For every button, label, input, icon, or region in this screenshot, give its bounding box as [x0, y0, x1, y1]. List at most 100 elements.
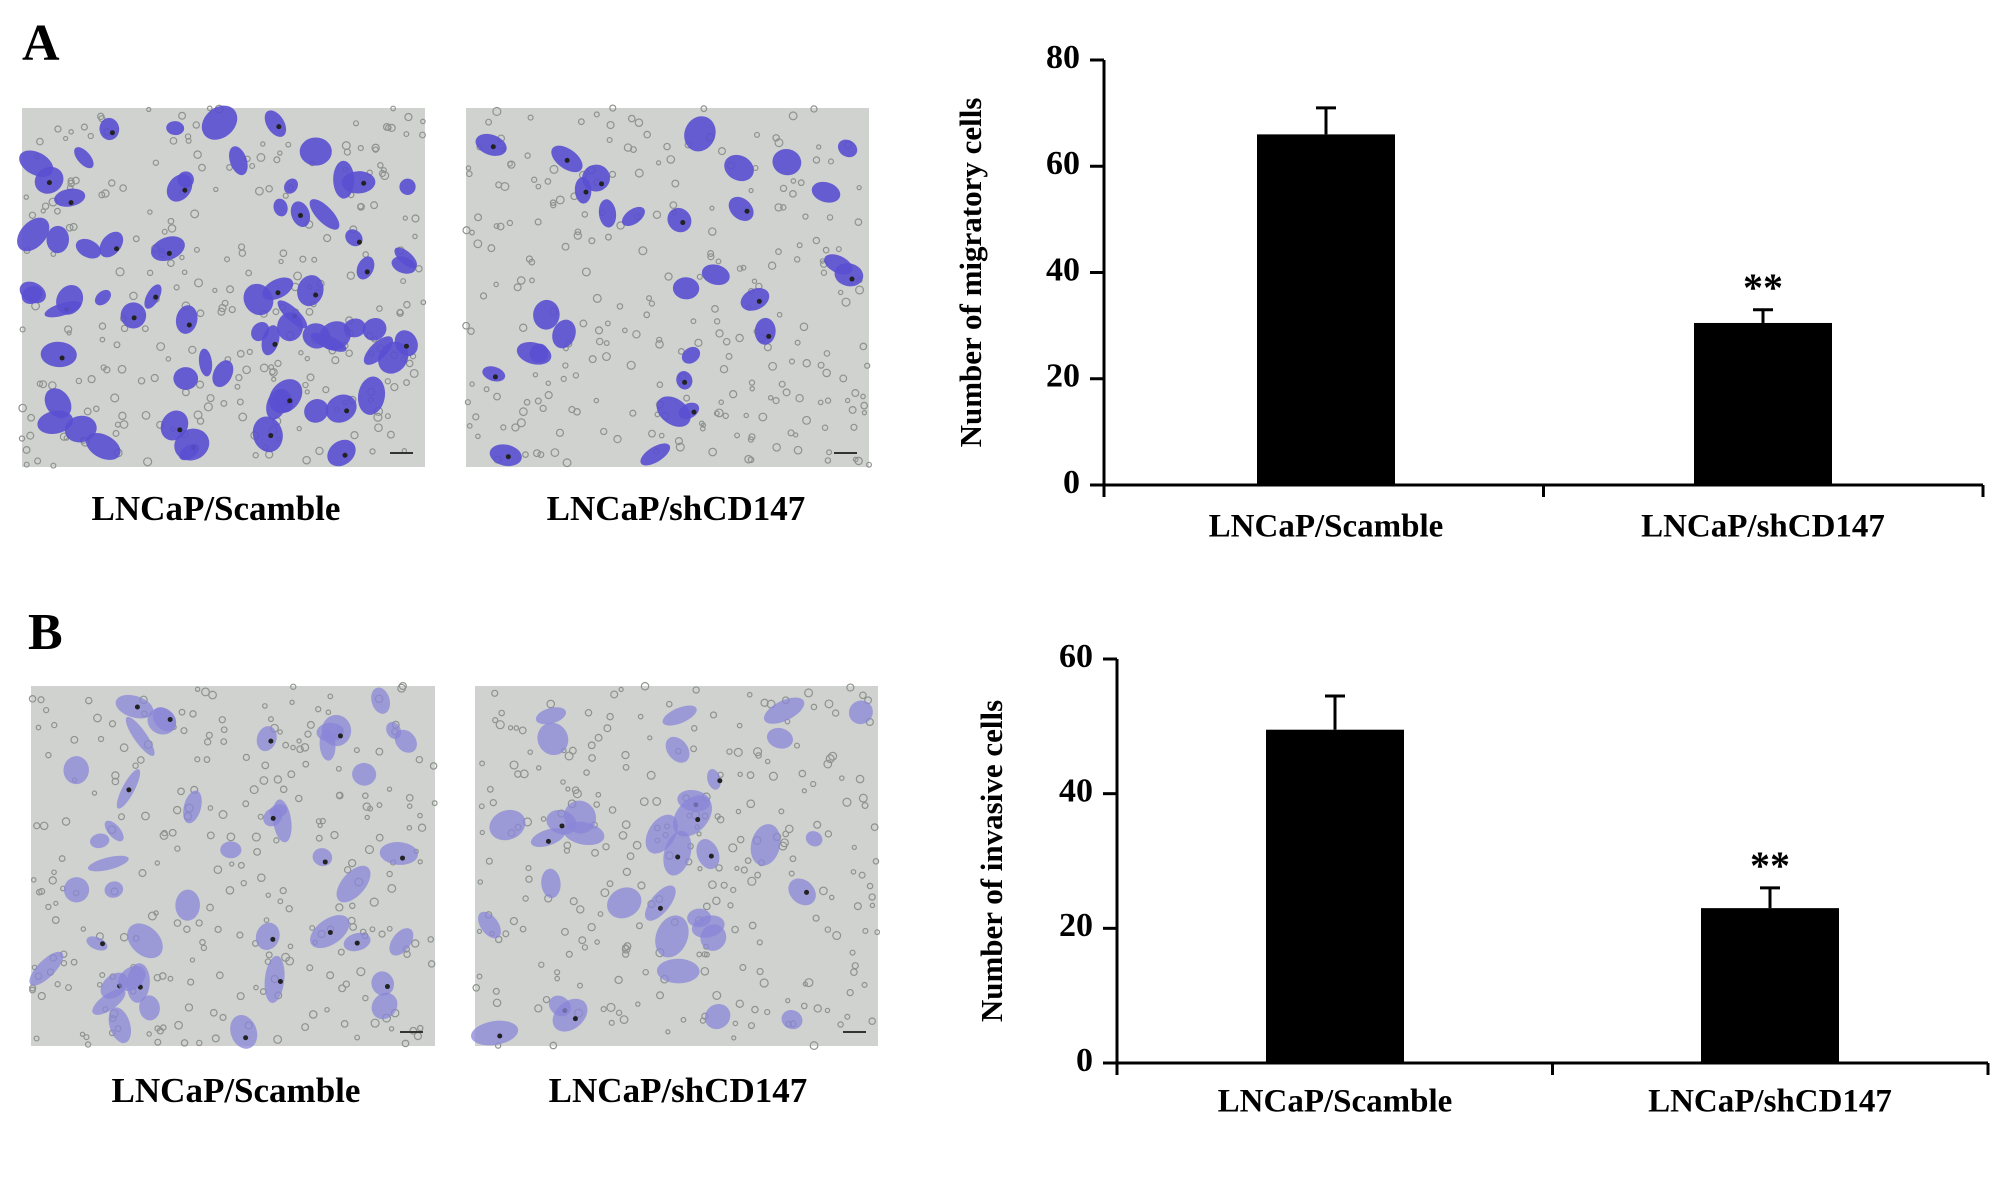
pore — [315, 446, 324, 456]
pore — [736, 722, 743, 729]
stained-cell — [179, 443, 200, 461]
stained-cell — [552, 319, 576, 349]
nucleus-dot — [356, 239, 362, 245]
pore — [511, 423, 520, 432]
stained-cell — [144, 284, 162, 309]
nucleus-dot — [100, 941, 106, 947]
pore — [236, 349, 245, 358]
stained-cell — [687, 908, 712, 928]
pore — [386, 925, 393, 932]
pore — [67, 177, 75, 185]
pore — [726, 748, 733, 755]
pore — [369, 926, 376, 933]
pore — [736, 265, 744, 272]
stained-cell — [299, 137, 332, 166]
pore — [744, 857, 752, 864]
nucleus-dot — [134, 704, 140, 710]
pore — [353, 747, 360, 754]
pore — [273, 1034, 283, 1044]
pore — [722, 337, 731, 346]
stained-cell — [478, 911, 501, 939]
nucleus-dot — [46, 180, 52, 186]
pore — [696, 831, 702, 837]
pore — [67, 179, 76, 188]
pore — [315, 706, 322, 713]
pore — [632, 330, 641, 339]
pore — [382, 122, 391, 131]
pore — [28, 695, 37, 703]
pore — [177, 787, 185, 796]
pore — [188, 345, 197, 355]
pore — [180, 727, 188, 735]
nucleus-dot — [68, 200, 74, 206]
stained-cell — [357, 376, 386, 415]
stained-cell — [127, 923, 163, 959]
pore — [29, 986, 36, 994]
pore — [727, 902, 734, 909]
pore — [555, 195, 565, 205]
pore — [33, 1035, 40, 1042]
pore — [203, 402, 213, 412]
pore — [581, 211, 589, 218]
pore — [161, 228, 168, 235]
pore — [635, 1001, 641, 1007]
stained-cell — [166, 121, 185, 136]
pore — [60, 959, 68, 967]
pore — [824, 457, 832, 464]
bar — [1701, 908, 1839, 1063]
pore — [236, 931, 244, 939]
nucleus-dot — [680, 220, 686, 226]
pore — [780, 838, 789, 848]
pore — [477, 879, 484, 885]
pore — [854, 456, 863, 466]
pore — [108, 720, 117, 728]
pore — [618, 831, 628, 840]
pore — [147, 209, 153, 215]
pore — [606, 712, 614, 721]
pore — [325, 709, 332, 716]
pore — [265, 951, 273, 959]
pore — [85, 696, 93, 705]
stained-cell — [489, 809, 526, 841]
x-tick-label: LNCaP/Scamble — [1218, 1084, 1453, 1120]
pore — [747, 436, 755, 443]
pore — [211, 1034, 220, 1043]
pore — [841, 297, 851, 307]
pore — [337, 948, 345, 956]
pore — [83, 407, 92, 416]
pore — [404, 112, 413, 122]
pore — [281, 952, 291, 962]
pore — [322, 386, 330, 394]
pore — [217, 307, 226, 316]
pore — [173, 284, 180, 291]
pore — [593, 801, 601, 808]
pore — [485, 857, 493, 865]
pore — [824, 926, 832, 933]
pore — [277, 729, 283, 735]
pore — [273, 837, 280, 844]
pore — [658, 432, 665, 439]
pore — [240, 879, 247, 887]
pore — [33, 822, 41, 830]
image-caption: LNCaP/shCD147 — [547, 489, 806, 528]
stained-cell — [788, 878, 816, 906]
nucleus-dot — [361, 180, 367, 186]
pore — [18, 403, 27, 413]
pore — [608, 1019, 615, 1026]
pore — [234, 383, 241, 390]
pore — [221, 299, 229, 307]
pore — [665, 700, 673, 708]
pore — [180, 1039, 189, 1047]
pore — [850, 968, 858, 976]
pore — [253, 984, 259, 991]
pore — [531, 176, 538, 183]
pore — [167, 259, 175, 268]
stained-cell — [74, 147, 94, 169]
pore — [824, 397, 832, 404]
pore — [683, 394, 691, 402]
nucleus-dot — [109, 130, 115, 136]
pore — [626, 360, 636, 370]
pore — [772, 443, 781, 452]
stained-cell — [40, 341, 77, 368]
pore — [822, 368, 831, 378]
